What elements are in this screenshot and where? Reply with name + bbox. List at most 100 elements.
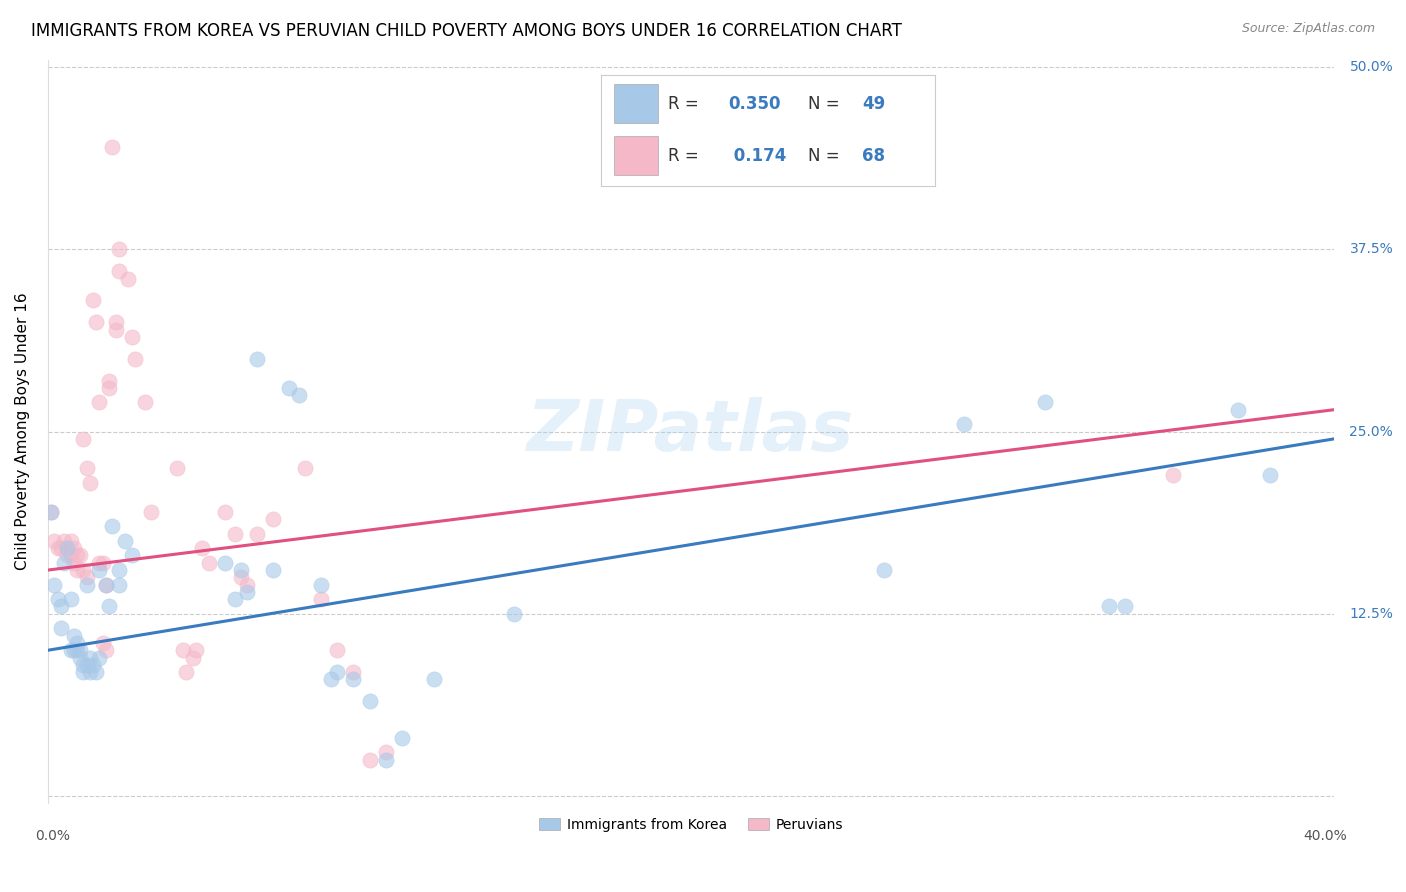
Point — [808, 162, 831, 177]
Point — [214, 505, 236, 519]
Point — [374, 753, 396, 767]
Point — [66, 563, 89, 577]
Point — [1033, 395, 1056, 409]
Text: IMMIGRANTS FROM KOREA VS PERUVIAN CHILD POVERTY AMONG BOYS UNDER 16 CORRELATION : IMMIGRANTS FROM KOREA VS PERUVIAN CHILD … — [31, 22, 901, 40]
Point — [503, 607, 526, 621]
Point — [342, 673, 364, 687]
Point — [98, 374, 121, 388]
Point — [117, 271, 139, 285]
Point — [953, 417, 976, 432]
Point — [873, 563, 896, 577]
Point — [359, 753, 381, 767]
Point — [176, 665, 198, 679]
Point — [76, 577, 98, 591]
Text: 0.0%: 0.0% — [35, 830, 70, 843]
Point — [104, 315, 127, 329]
Point — [191, 541, 214, 556]
Point — [44, 533, 66, 548]
Point — [326, 665, 349, 679]
Point — [94, 577, 117, 591]
Point — [59, 592, 82, 607]
Point — [101, 519, 124, 533]
Point — [89, 650, 111, 665]
Point — [69, 650, 91, 665]
Point — [76, 657, 98, 672]
Point — [66, 643, 89, 657]
Point — [359, 694, 381, 708]
Point — [66, 549, 89, 563]
Point — [39, 505, 62, 519]
Point — [53, 556, 76, 570]
Point — [94, 577, 117, 591]
Point — [82, 293, 104, 308]
Point — [107, 264, 129, 278]
Point — [89, 563, 111, 577]
Point — [184, 643, 207, 657]
Text: ZIPatlas: ZIPatlas — [527, 397, 855, 467]
Point — [79, 665, 101, 679]
Point — [1098, 599, 1121, 614]
Point — [72, 563, 94, 577]
Point — [326, 643, 349, 657]
Point — [84, 315, 107, 329]
Point — [69, 549, 91, 563]
Point — [311, 577, 333, 591]
Point — [49, 621, 72, 635]
Point — [101, 140, 124, 154]
Point — [59, 643, 82, 657]
Point — [262, 512, 284, 526]
Point — [236, 585, 259, 599]
Point — [246, 526, 269, 541]
Point — [214, 556, 236, 570]
Text: 40.0%: 40.0% — [1303, 830, 1347, 843]
Point — [374, 745, 396, 759]
Point — [114, 533, 136, 548]
Point — [1161, 468, 1184, 483]
Point — [79, 650, 101, 665]
Text: 12.5%: 12.5% — [1350, 607, 1393, 621]
Point — [229, 570, 252, 584]
Point — [76, 570, 98, 584]
Point — [46, 541, 69, 556]
Point — [342, 665, 364, 679]
Point — [72, 665, 94, 679]
Point — [278, 381, 301, 395]
Point — [1258, 468, 1281, 483]
Point — [72, 657, 94, 672]
Point — [224, 592, 246, 607]
Point — [262, 563, 284, 577]
Point — [62, 643, 84, 657]
Point — [98, 599, 121, 614]
Point — [89, 556, 111, 570]
Point — [72, 432, 94, 446]
Y-axis label: Child Poverty Among Boys Under 16: Child Poverty Among Boys Under 16 — [15, 293, 30, 570]
Point — [134, 395, 156, 409]
Point — [246, 351, 269, 366]
Point — [229, 563, 252, 577]
Point — [82, 657, 104, 672]
Point — [391, 731, 413, 745]
Point — [56, 549, 79, 563]
Point — [62, 556, 84, 570]
Point — [181, 650, 204, 665]
Point — [104, 322, 127, 336]
Point — [84, 665, 107, 679]
Text: Source: ZipAtlas.com: Source: ZipAtlas.com — [1241, 22, 1375, 36]
Point — [166, 461, 188, 475]
Point — [62, 629, 84, 643]
Point — [172, 643, 194, 657]
Point — [91, 636, 114, 650]
Point — [121, 549, 143, 563]
Text: 50.0%: 50.0% — [1350, 60, 1393, 74]
Point — [107, 563, 129, 577]
Point — [53, 533, 76, 548]
Text: 37.5%: 37.5% — [1350, 243, 1393, 256]
Point — [49, 599, 72, 614]
Point — [56, 541, 79, 556]
Point — [94, 643, 117, 657]
Point — [124, 351, 146, 366]
Point — [1114, 599, 1136, 614]
Point — [224, 526, 246, 541]
Legend: Immigrants from Korea, Peruvians: Immigrants from Korea, Peruvians — [533, 812, 849, 838]
Point — [76, 461, 98, 475]
